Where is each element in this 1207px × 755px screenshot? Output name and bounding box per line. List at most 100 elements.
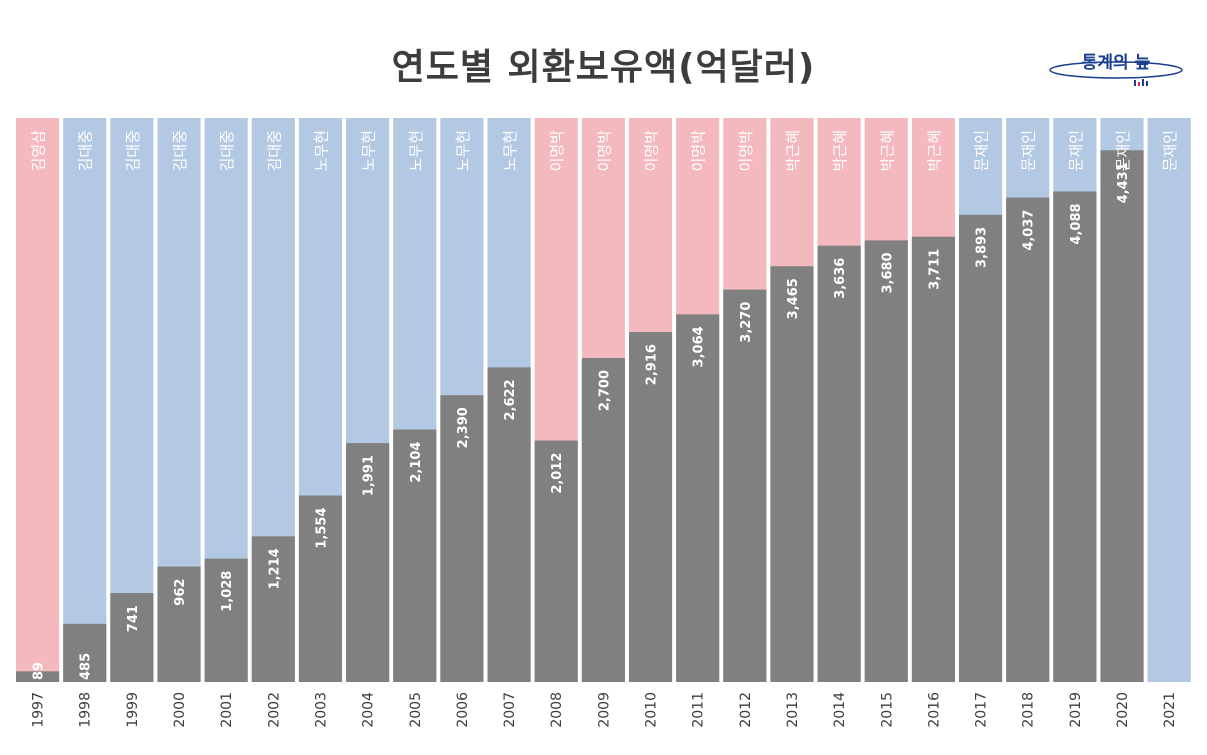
value-label: 3,711	[927, 249, 942, 290]
value-label: 2,622	[503, 379, 518, 420]
president-label: 노무현	[454, 130, 472, 171]
value-label: 1,028	[220, 571, 235, 612]
value-label: 3,636	[833, 258, 848, 299]
bar	[1006, 197, 1050, 682]
bar	[298, 495, 343, 682]
value-label: 3,465	[786, 278, 801, 319]
bar	[251, 536, 295, 682]
bar	[63, 623, 107, 682]
bar	[628, 332, 673, 682]
year-label: 2018	[1021, 692, 1037, 728]
bar	[204, 558, 248, 682]
term-background	[16, 118, 60, 682]
value-label: 3,270	[739, 302, 754, 343]
year-label: 2007	[502, 692, 518, 728]
value-label: 962	[173, 579, 188, 606]
value-label: 3,064	[692, 326, 707, 367]
value-label: 485	[79, 653, 94, 680]
year-label: 1999	[125, 692, 141, 728]
year-label: 2014	[832, 692, 848, 728]
value-label: 1,214	[267, 548, 282, 589]
year-label: 2016	[926, 692, 942, 728]
chart-title: 연도별 외환보유액(억달러)	[391, 47, 816, 88]
year-label: 2010	[644, 692, 660, 728]
value-label: 2,916	[645, 344, 660, 385]
president-label: 이명박	[690, 130, 708, 172]
bar	[534, 440, 578, 682]
bar	[817, 245, 861, 682]
year-label: 2012	[738, 692, 754, 728]
logo: 통계의 늪	[1048, 48, 1184, 88]
president-label: 문재인	[1020, 130, 1038, 171]
value-label: 89	[32, 662, 47, 680]
value-label: 3,893	[975, 227, 990, 268]
value-label: 3,680	[880, 252, 895, 293]
value-label: 4,088	[1069, 203, 1084, 244]
bar	[346, 443, 390, 682]
president-label: 박근혜	[831, 130, 849, 171]
president-label: 박근혜	[784, 130, 802, 171]
president-label: 김대중	[171, 130, 189, 171]
president-label: 이명박	[643, 130, 661, 172]
value-label: 741	[126, 605, 141, 632]
term-background	[1147, 118, 1191, 682]
president-label: 김대중	[124, 130, 142, 171]
bar	[16, 671, 60, 682]
year-label: 2005	[408, 692, 424, 728]
bar	[864, 240, 908, 682]
term-background	[110, 118, 154, 682]
value-label: 4,431	[1116, 162, 1131, 203]
year-label: 2017	[974, 692, 990, 728]
year-label: 2013	[785, 692, 801, 728]
bar	[911, 236, 955, 682]
year-label: 2000	[172, 692, 188, 728]
bar	[110, 593, 154, 682]
year-label: 2021	[1162, 692, 1178, 728]
president-label: 문재인	[973, 130, 991, 171]
value-label: 1,554	[314, 508, 329, 549]
year-label: 2002	[266, 692, 282, 728]
year-label: 2008	[549, 692, 565, 728]
year-label: 2004	[361, 692, 377, 728]
year-label: 2015	[879, 692, 895, 728]
bar	[1100, 150, 1144, 682]
president-label: 박근혜	[925, 130, 943, 171]
bar	[393, 429, 437, 682]
president-label: 이명박	[595, 130, 613, 172]
logo-swoosh-icon	[1049, 61, 1183, 86]
president-label: 문재인	[1161, 130, 1179, 171]
value-label: 1,991	[362, 455, 377, 496]
bar	[581, 358, 625, 682]
president-label: 김영삼	[30, 130, 48, 172]
president-label: 노무현	[360, 130, 378, 171]
bar	[723, 289, 767, 682]
value-label: 2,390	[456, 407, 471, 448]
bar	[440, 395, 484, 682]
bar	[770, 266, 814, 682]
bar	[487, 367, 531, 682]
president-label: 김대중	[218, 130, 236, 171]
president-label: 이명박	[737, 130, 755, 172]
bar	[1053, 191, 1097, 682]
bar	[676, 314, 720, 682]
president-label: 박근혜	[878, 130, 896, 171]
bar	[157, 566, 201, 682]
president-label: 문재인	[1067, 130, 1085, 171]
president-label: 노무현	[407, 130, 425, 171]
value-label: 4,037	[1022, 210, 1037, 251]
president-label: 노무현	[501, 130, 519, 171]
year-label: 1998	[78, 692, 94, 728]
year-label: 2009	[596, 692, 612, 728]
president-label: 문재인	[1114, 130, 1132, 171]
president-label: 김대중	[77, 130, 95, 171]
value-label: 2,104	[409, 442, 424, 483]
president-label: 노무현	[312, 130, 330, 171]
bar	[959, 214, 1003, 682]
year-label: 2019	[1068, 692, 1084, 728]
year-label: 2003	[313, 692, 329, 728]
year-label: 2020	[1115, 692, 1131, 728]
logo-text: 통계의 늪	[1081, 53, 1151, 73]
president-label: 김대중	[265, 130, 283, 171]
year-label: 2001	[219, 692, 235, 728]
